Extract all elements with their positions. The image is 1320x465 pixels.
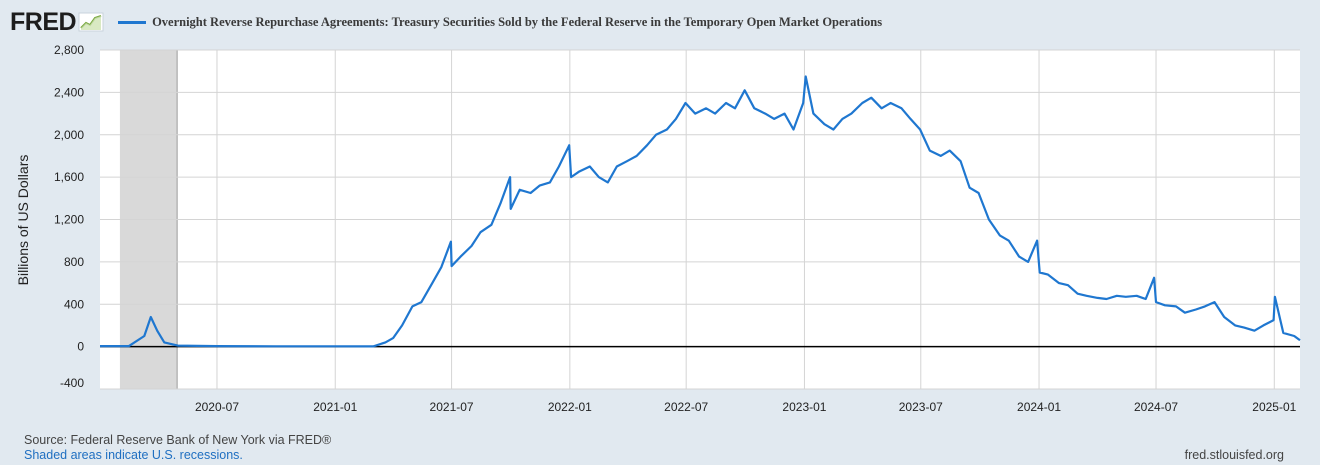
x-tick-label: 2021-07 — [430, 400, 474, 414]
x-tick-label: 2025-01 — [1252, 400, 1296, 414]
y-axis-label: Billions of US Dollars — [15, 155, 31, 286]
fred-graph-icon — [78, 12, 104, 32]
x-tick-label: 2022-01 — [548, 400, 592, 414]
legend-line-swatch — [118, 20, 147, 24]
x-tick-label: 2024-01 — [1017, 400, 1061, 414]
y-tick-label: 1,200 — [54, 213, 84, 227]
recession-note[interactable]: Shaded areas indicate U.S. recessions. — [24, 448, 243, 462]
y-tick-label: 2,400 — [54, 85, 84, 99]
series-title[interactable]: Overnight Reverse Repurchase Agreements:… — [152, 14, 883, 29]
y-tick-label: 0 — [77, 340, 84, 354]
x-tick-label: 2023-07 — [899, 400, 943, 414]
x-tick-label: 2022-07 — [664, 400, 708, 414]
x-tick-label: 2024-07 — [1134, 400, 1178, 414]
y-tick-label: 400 — [64, 297, 84, 311]
gridlines-group — [100, 49, 1300, 390]
x-tick-label: 2020-07 — [195, 400, 239, 414]
fred-logo[interactable]: FRED — [10, 7, 77, 36]
footer-notes: Source: Federal Reserve Bank of New York… — [24, 433, 331, 463]
y-tick-label: 2,800 — [54, 43, 84, 57]
y-tick-label: 2,000 — [54, 128, 84, 142]
x-tick-label: 2021-01 — [313, 400, 357, 414]
x-tick-label: 2023-01 — [782, 400, 826, 414]
series-line[interactable] — [100, 75, 1301, 348]
y-tick-label: 1,600 — [54, 170, 84, 184]
chart-header: FRED Overnight Reverse Repurchase Agreem… — [10, 8, 882, 36]
site-url[interactable]: fred.stlouisfed.org — [1184, 448, 1284, 462]
y-tick-labels: -400 0 400 800 1,200 1,600 2,000 2,400 2,800 — [54, 43, 84, 390]
y-tick-label: 800 — [64, 255, 84, 269]
x-tick-labels: 2020-07 2021-01 2021-07 2022-01 2022-07 2023-… — [195, 400, 1297, 414]
source-note: Source: Federal Reserve Bank of New York… — [24, 433, 332, 447]
y-tick-label: -400 — [60, 376, 84, 390]
